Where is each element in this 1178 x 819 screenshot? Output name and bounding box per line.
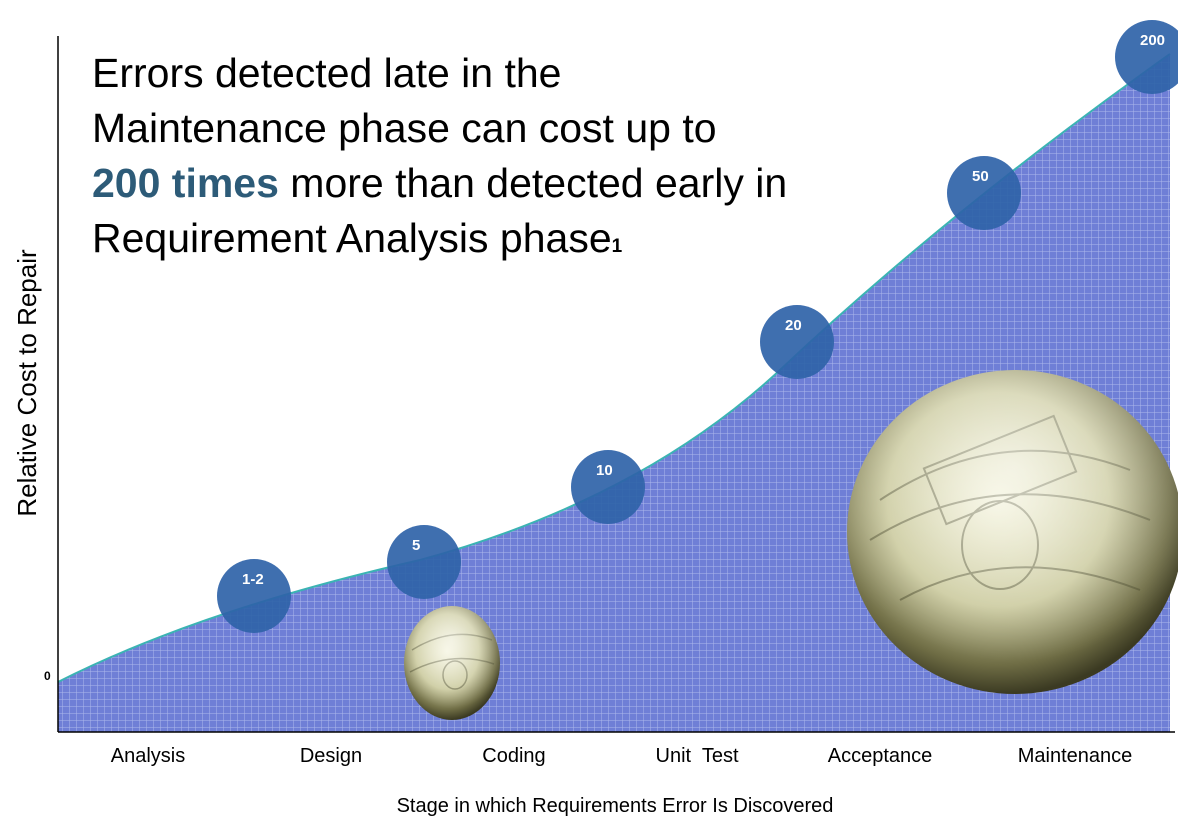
data-point-bubble-4 xyxy=(947,156,1021,230)
data-point-bubble-1 xyxy=(387,525,461,599)
y-axis-title: Relative Cost to Repair xyxy=(12,249,42,517)
data-label-4: 50 xyxy=(972,168,989,185)
money-bubble-icon xyxy=(847,370,1178,694)
money-bubble-icon xyxy=(404,606,500,720)
x-axis-title: Stage in which Requirements Error Is Dis… xyxy=(397,795,834,817)
data-point-bubble-0 xyxy=(217,559,291,633)
headline-emphasis: 200 times xyxy=(92,160,279,206)
x-tick-label-coding: Coding xyxy=(482,745,545,767)
y-tick-label-0: 0 xyxy=(44,669,51,683)
headline-part-2: more than detected early in Requirement … xyxy=(92,160,788,261)
data-point-bubble-3 xyxy=(760,305,834,379)
headline-text: Errors detected late in the Maintenance … xyxy=(92,46,792,274)
data-label-5: 200 xyxy=(1140,32,1165,49)
data-point-bubble-5 xyxy=(1115,20,1178,94)
data-label-3: 20 xyxy=(785,317,802,334)
headline-part-1: Errors detected late in the Maintenance … xyxy=(92,50,717,151)
data-point-bubble-2 xyxy=(571,450,645,524)
x-tick-label-unit-test: Unit Test xyxy=(656,745,739,767)
data-label-2: 10 xyxy=(596,462,613,479)
data-label-1: 5 xyxy=(412,537,420,554)
x-tick-label-acceptance: Acceptance xyxy=(828,745,933,767)
data-label-0: 1-2 xyxy=(242,571,264,588)
x-tick-label-analysis: Analysis xyxy=(111,745,185,767)
x-tick-label-design: Design xyxy=(300,745,362,767)
x-tick-label-maintenance: Maintenance xyxy=(1018,745,1133,767)
headline-footnote: 1 xyxy=(611,236,623,257)
